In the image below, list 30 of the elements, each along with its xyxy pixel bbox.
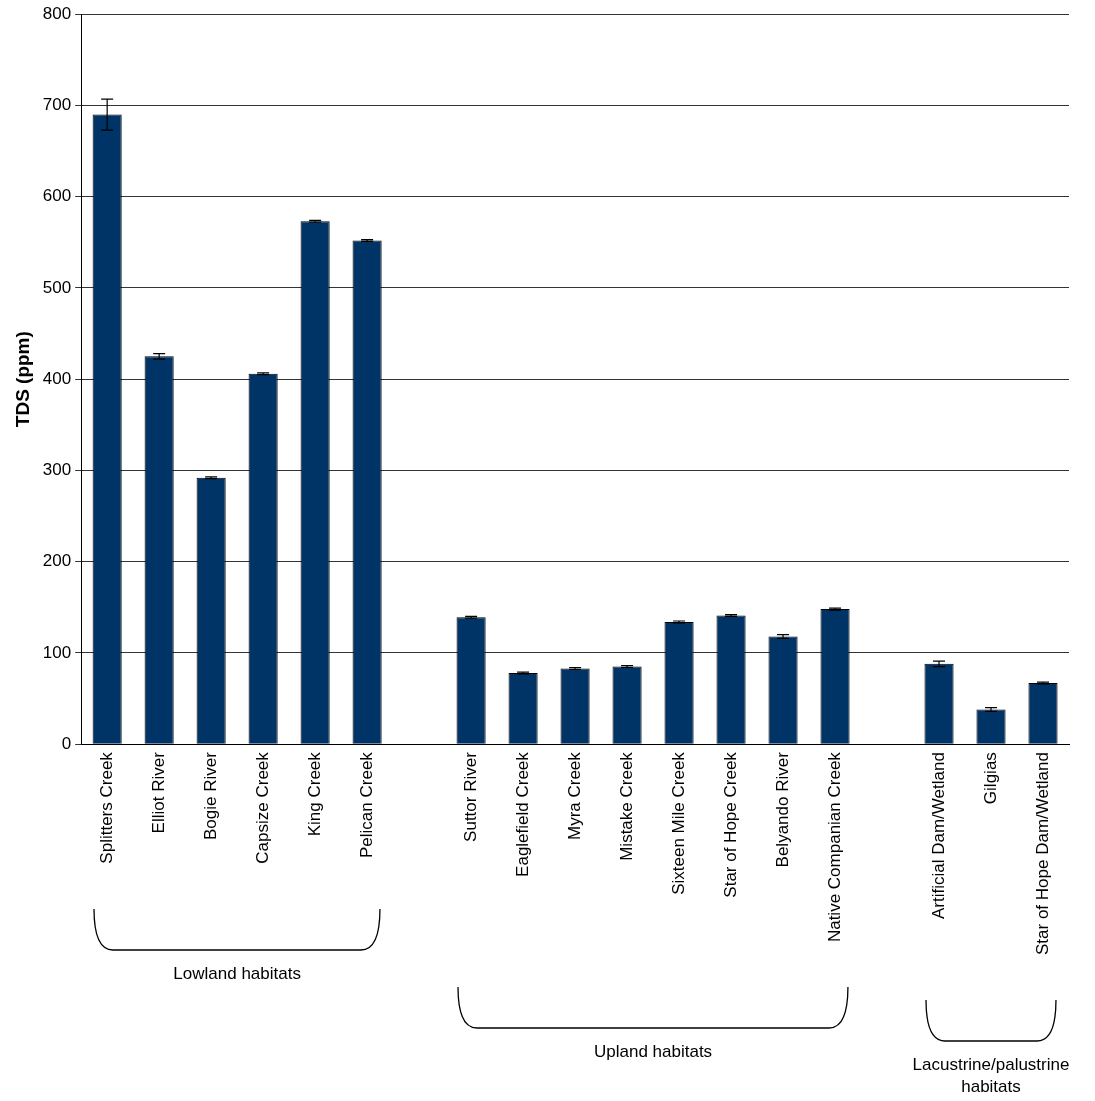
x-tick-label: Star of Hope Creek xyxy=(720,751,740,898)
y-tick-label: 100 xyxy=(42,642,72,662)
text: Lacustrine/palustrine habitats xyxy=(911,1054,1071,1098)
x-tick-label: Splitters Creek xyxy=(96,751,116,864)
x-tick-label: Bogie River xyxy=(200,751,220,841)
x-tick-label: Sixteen Mile Creek xyxy=(668,751,688,895)
x-tick-label: Elliot River xyxy=(148,751,168,834)
x-tick-label: Myra Creek xyxy=(564,751,584,841)
x-tick-label: Mistake Creek xyxy=(616,751,636,861)
x-tick-label: King Creek xyxy=(304,751,324,837)
x-tick-label: Pelican Creek xyxy=(356,751,376,858)
y-tick-label: 200 xyxy=(42,551,72,571)
x-tick-label: Star of Hope Dam/Wetland xyxy=(1032,752,1052,956)
x-tick-label: Capsize Creek xyxy=(252,751,272,864)
x-tick-label: Eaglefield Creek xyxy=(512,751,532,877)
y-tick-label: 500 xyxy=(42,277,72,297)
x-tick-label: Gilgias xyxy=(980,752,1000,805)
y-tick-label: 300 xyxy=(42,460,72,480)
y-axis-title: TDS (ppm) xyxy=(11,331,33,428)
x-tick-label: Belyando River xyxy=(772,751,792,868)
x-tick-label: Native Companian Creek xyxy=(824,751,844,943)
x-tick-label: Suttor River xyxy=(460,751,480,842)
text: Upland habitats xyxy=(593,1041,714,1064)
y-tick-label: 400 xyxy=(42,368,72,388)
y-tick-label: 600 xyxy=(42,186,72,206)
text: Lowland habitats xyxy=(172,962,302,985)
y-tick-label: 800 xyxy=(42,3,72,23)
y-tick-label: 0 xyxy=(61,733,72,753)
x-tick-label: Artificial Dam/Wetland xyxy=(928,752,948,920)
y-tick-label: 700 xyxy=(42,95,72,115)
